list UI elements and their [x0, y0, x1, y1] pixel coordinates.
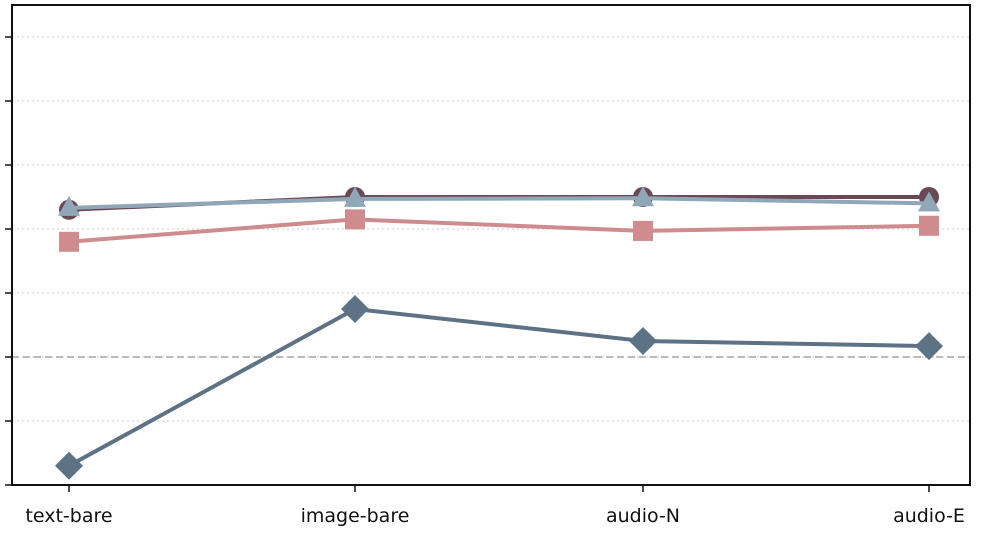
x-tick-label: audio-E — [893, 505, 965, 527]
data-point-square — [59, 231, 79, 252]
data-point-triangle — [344, 186, 366, 207]
data-point-diamond — [915, 332, 943, 361]
series-line — [68, 307, 930, 468]
series-line — [68, 196, 930, 210]
data-point-triangle — [918, 191, 940, 212]
series-line — [68, 217, 930, 244]
x-tick-label: audio-N — [606, 505, 680, 527]
data-point-diamond — [341, 295, 369, 323]
data-point-diamond — [629, 327, 657, 355]
y-ticks — [5, 36, 12, 486]
data-point-square — [633, 220, 653, 241]
data-point-triangle — [58, 195, 80, 216]
series-triangle — [58, 186, 940, 216]
series-group — [55, 186, 943, 480]
plot-frame — [11, 4, 971, 486]
series-square — [59, 209, 939, 252]
data-point-diamond — [55, 451, 83, 480]
x-tick-label: image-bare — [301, 505, 410, 527]
data-point-triangle — [632, 186, 654, 207]
x-ticks: text-bare image-bare audio-N audio-E — [25, 485, 965, 527]
data-point-square — [919, 215, 939, 236]
data-point-square — [345, 209, 365, 230]
series-diamond — [55, 295, 943, 480]
x-tick-label: text-bare — [25, 505, 112, 527]
